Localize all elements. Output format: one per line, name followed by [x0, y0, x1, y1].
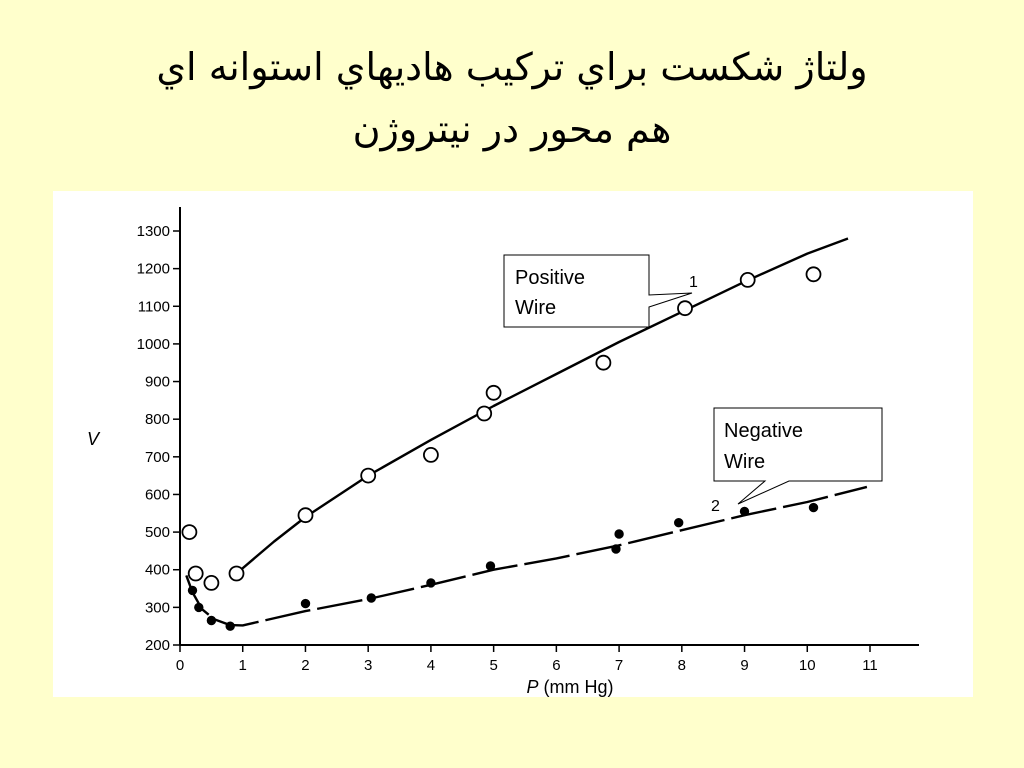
negative-wire-data-point [366, 593, 376, 603]
negative-wire-data-point [300, 598, 311, 609]
x-tick-label: 7 [615, 657, 623, 674]
positive-wire-data-point [297, 507, 314, 524]
x-tick-label: 9 [740, 657, 748, 674]
chart-panel: 0 1 2 3 4 5 6 7 8 9 10 11 200 300 400 500 600 700 800 900 10… [53, 191, 973, 697]
positive-wire-data-point [422, 446, 439, 463]
x-axis-title-symbol: P [526, 677, 538, 697]
negative-wire-data-point [614, 529, 624, 539]
negative-wire-data-point [206, 615, 217, 626]
positive-wire-data-point [485, 384, 502, 401]
y-tick-label: 300 [145, 599, 170, 616]
negative-wire-callout-line-1: Negative [724, 420, 803, 442]
positive-wire-data-point [476, 405, 493, 422]
x-tick-label: 3 [364, 657, 372, 674]
positive-wire-callout-line-1: Positive [515, 267, 585, 289]
positive-wire-data-point [228, 565, 245, 582]
negative-wire-data-point [808, 502, 819, 513]
positive-wire-data-point [187, 565, 204, 582]
positive-wire-data-point [181, 524, 198, 541]
y-tick-label: 500 [145, 524, 170, 541]
positive-wire-callout: Positive Wire [503, 254, 693, 328]
x-tick-label: 0 [176, 657, 184, 674]
y-tick-label: 200 [145, 637, 170, 654]
breakdown-voltage-chart: 0 1 2 3 4 5 6 7 8 9 10 1120030040050060070080090010… [87, 207, 919, 697]
curve-label-1: 1 [689, 274, 698, 291]
positive-wire-data-point [805, 266, 822, 283]
negative-wire-data-point [187, 585, 198, 596]
x-tick-label: 11 [862, 657, 878, 674]
chart-ticks: 0 1 2 3 4 5 6 7 8 9 10 1120030040050060070080090010… [137, 223, 878, 674]
curve-label-2: 2 [711, 498, 720, 515]
x-tick-label: 2 [301, 657, 309, 674]
y-tick-label: 1300 [137, 223, 170, 240]
chart-markers [181, 266, 822, 631]
slide-title-line-1: ولتاژ شكست براي تركيب هاديهاي استوانه اي [156, 45, 868, 89]
positive-wire-data-point [203, 574, 220, 591]
negative-wire-data-point [194, 602, 204, 613]
negative-wire-callout-box [713, 407, 883, 505]
y-tick-label: 400 [145, 562, 170, 579]
x-tick-label: 4 [427, 657, 435, 674]
x-axis-title-unit: (mm Hg) [539, 677, 614, 697]
negative-wire-data-point [739, 506, 750, 517]
slide-title-line-2: هم محور در نيتروژن [352, 107, 672, 151]
series-2-curve [185, 485, 868, 627]
x-tick-label: 6 [552, 657, 560, 674]
positive-wire-data-point [677, 300, 693, 317]
y-tick-label: 700 [145, 449, 170, 466]
x-tick-label: 1 [239, 657, 247, 674]
positive-wire-callout-line-2: Wire [515, 297, 556, 319]
negative-wire-data-point [225, 621, 235, 631]
positive-wire-data-point [360, 467, 377, 484]
y-tick-label: 800 [145, 411, 170, 428]
negative-wire-data-point [674, 518, 684, 528]
y-tick-label: 1000 [137, 336, 170, 353]
y-tick-label: 600 [145, 486, 170, 503]
y-tick-label: 1100 [138, 298, 170, 315]
y-axis-title: V [87, 429, 101, 449]
chart-axes [179, 207, 919, 646]
negative-wire-callout-line-2: Wire [724, 451, 765, 473]
y-tick-label: 1200 [137, 261, 170, 278]
y-tick-label: 900 [145, 374, 170, 391]
slide-title: ولتاژ شكست براي تركيب هاديهاي استوانه اي… [40, 36, 984, 160]
negative-wire-data-point [485, 561, 496, 571]
x-axis-title: P (mm Hg) [526, 677, 613, 697]
positive-wire-data-point [595, 354, 612, 371]
positive-wire-callout-box [503, 254, 693, 328]
negative-wire-data-point [426, 578, 436, 588]
x-tick-label: 10 [799, 657, 816, 674]
negative-wire-callout: Negative Wire [713, 407, 883, 505]
positive-wire-data-point [739, 272, 756, 288]
x-tick-label: 8 [678, 657, 686, 674]
x-tick-label: 5 [489, 657, 497, 674]
negative-wire-data-point [611, 544, 621, 554]
